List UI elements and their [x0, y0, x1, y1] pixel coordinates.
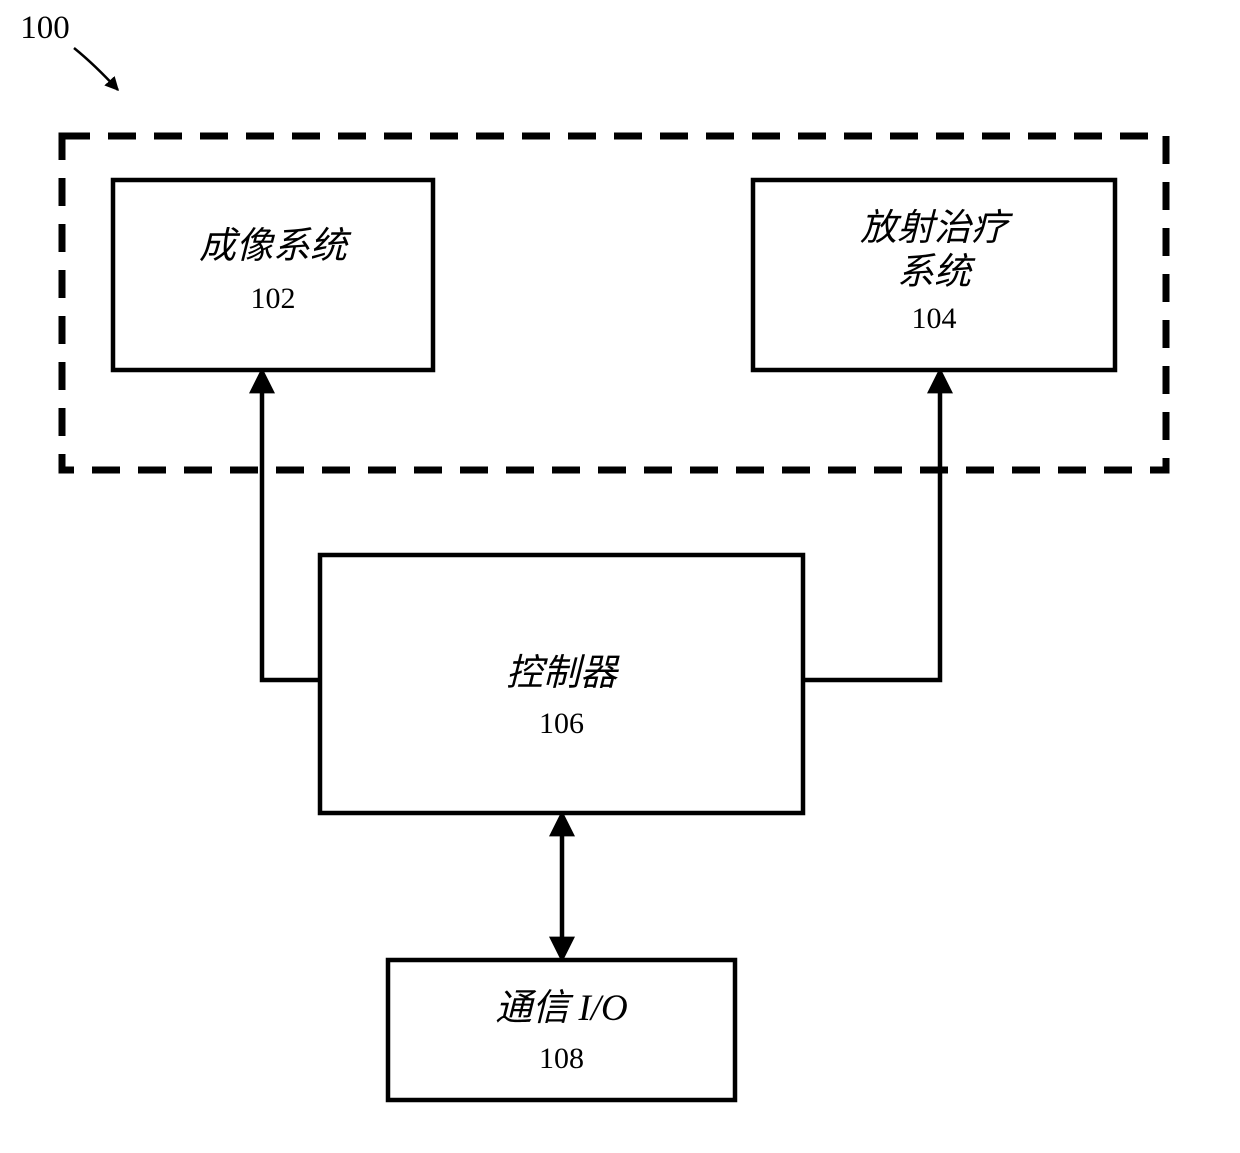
node-comm: 通信 I/O 108 — [388, 960, 735, 1100]
node-imaging: 成像系统 102 — [113, 180, 433, 370]
node-box-imaging — [113, 180, 433, 370]
edge-controller-to-therapy — [803, 370, 940, 680]
node-label-controller-0: 控制器 — [506, 653, 620, 694]
node-label-therapy-2: 104 — [912, 302, 957, 335]
figure-ref-pointer — [74, 48, 118, 90]
figure-ref-label: 100 — [20, 10, 70, 46]
node-box-comm — [388, 960, 735, 1100]
node-label-imaging-0: 成像系统 — [199, 226, 352, 267]
node-label-comm-0: 通信 I/O — [495, 988, 628, 1029]
edge-controller-to-imaging — [262, 370, 320, 680]
node-label-therapy-1: 系统 — [897, 252, 976, 293]
node-label-imaging-1: 102 — [251, 282, 296, 315]
node-label-comm-1: 108 — [539, 1042, 584, 1075]
node-label-controller-1: 106 — [539, 707, 584, 740]
node-therapy: 放射治疗系统 104 — [753, 180, 1115, 370]
node-label-therapy-0: 放射治疗 — [860, 208, 1014, 249]
node-controller: 控制器 106 — [320, 555, 803, 813]
